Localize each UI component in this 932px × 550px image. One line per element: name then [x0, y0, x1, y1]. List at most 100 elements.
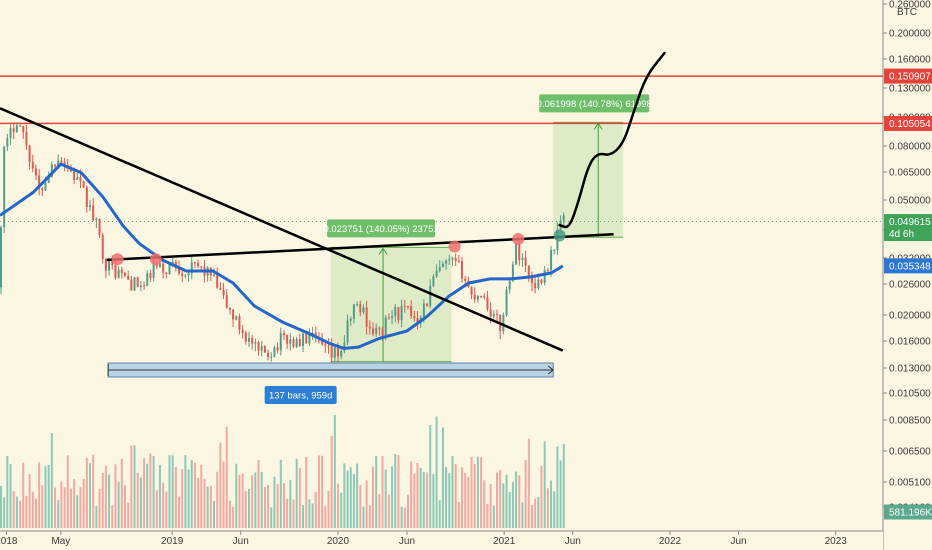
volume-bar — [25, 495, 28, 528]
volume-bar — [15, 496, 18, 528]
volume-bar — [254, 472, 257, 528]
volume-bar — [3, 497, 6, 528]
descending-resistance-line — [0, 107, 564, 352]
candle-body — [426, 303, 429, 306]
volume-bar — [559, 460, 562, 528]
volume-bar — [556, 446, 559, 528]
candle-body — [540, 279, 543, 284]
candle-body — [276, 347, 279, 351]
candle-body — [352, 304, 355, 319]
volume-bar — [216, 471, 219, 528]
candle-body — [168, 263, 171, 275]
candle-body — [28, 145, 31, 163]
candle-body — [308, 334, 311, 344]
candle-body — [41, 188, 44, 191]
volume-bar — [502, 483, 505, 528]
price-axis-background — [883, 0, 932, 550]
volume-bar — [349, 467, 352, 528]
candle-body — [356, 303, 359, 305]
volume-bar — [225, 426, 228, 528]
candle-body — [454, 257, 457, 262]
volume-bar — [406, 494, 409, 528]
candle-body — [521, 257, 524, 260]
candle-body — [73, 171, 76, 180]
candle-body — [225, 295, 228, 308]
volume-bar — [486, 504, 489, 528]
bar-range-layer: 137 bars, 959d — [107, 362, 555, 404]
volume-bar — [143, 458, 146, 528]
volume-bar — [200, 464, 203, 528]
volume-bar — [124, 485, 126, 528]
candle-body — [238, 316, 241, 330]
candle-body — [550, 250, 553, 271]
candle-body — [464, 278, 467, 281]
candle-body — [343, 342, 346, 352]
volume-bar — [530, 505, 533, 528]
price-axis-label: 0.130000 — [889, 84, 931, 95]
volume-bar — [292, 499, 295, 528]
price-axis[interactable]: BTC0.2600000.2000000.1600000.1300000.100… — [882, 0, 932, 550]
candle-body — [445, 260, 448, 264]
volume-bar — [19, 500, 22, 528]
volume-bar — [457, 501, 460, 528]
volume-bar — [184, 455, 187, 528]
candle-body — [187, 273, 190, 276]
time-axis-label: 2021 — [493, 536, 516, 547]
volume-bar — [333, 414, 336, 528]
candle-body — [365, 307, 368, 327]
candle-body — [302, 333, 305, 346]
candle-body — [216, 274, 219, 288]
candle-body — [133, 277, 136, 291]
volume-bar — [117, 481, 120, 528]
candle-body — [387, 317, 390, 319]
volume-bar — [9, 463, 12, 528]
volume-bar — [534, 498, 537, 528]
candle-body — [327, 345, 330, 347]
volume-bar — [375, 456, 378, 528]
volume-bar — [537, 496, 540, 528]
levels-layer — [0, 75, 883, 223]
volume-bar — [111, 505, 114, 528]
candle-body — [19, 125, 22, 127]
price-axis-label: 0.008500 — [889, 416, 931, 427]
measure-label-box — [327, 219, 436, 238]
candle-body — [235, 316, 238, 320]
volume-bar — [387, 494, 390, 528]
candle-body — [384, 317, 387, 336]
volume-bar — [426, 472, 429, 528]
candle-body — [321, 340, 324, 345]
candle-body — [165, 272, 168, 275]
trendline-layer — [0, 51, 666, 352]
price-axis-label: 0.050000 — [889, 196, 931, 207]
volume-bar — [73, 479, 76, 528]
candle-body — [139, 285, 142, 287]
price-axis-label: 0.013000 — [889, 364, 931, 375]
bar-range-label-box — [264, 386, 337, 404]
candle-body — [143, 285, 146, 287]
candle-body — [441, 263, 444, 268]
volume-bar — [337, 483, 340, 528]
volume-bar — [467, 476, 470, 528]
volume-bar — [50, 433, 53, 528]
volume-bar — [133, 445, 136, 528]
candle-body — [340, 351, 343, 357]
volume-bar — [244, 491, 247, 528]
volume-bar — [521, 502, 524, 528]
sma-price-tag-box — [884, 258, 932, 274]
candle-body — [282, 333, 285, 336]
candle-body — [486, 297, 489, 310]
measurement-layer: 0.023751 (140.05%) 23751 0.061998 (140.78… — [324, 94, 652, 363]
candle-body — [505, 289, 508, 316]
volume-bar — [429, 425, 432, 528]
volume-bar — [410, 461, 413, 528]
time-axis[interactable]: 2018 May 2019 Jun 2020 Jun 2021 Jun 2022 Jun 2023 — [0, 530, 883, 550]
volume-bar — [171, 455, 174, 528]
candle-body — [3, 146, 6, 228]
level-price-tag-box — [884, 115, 932, 131]
candle-body — [248, 337, 250, 342]
candle-body — [448, 259, 451, 261]
volume-bar — [241, 473, 244, 528]
sma-price-tag-text: 0.035348 — [889, 261, 931, 272]
